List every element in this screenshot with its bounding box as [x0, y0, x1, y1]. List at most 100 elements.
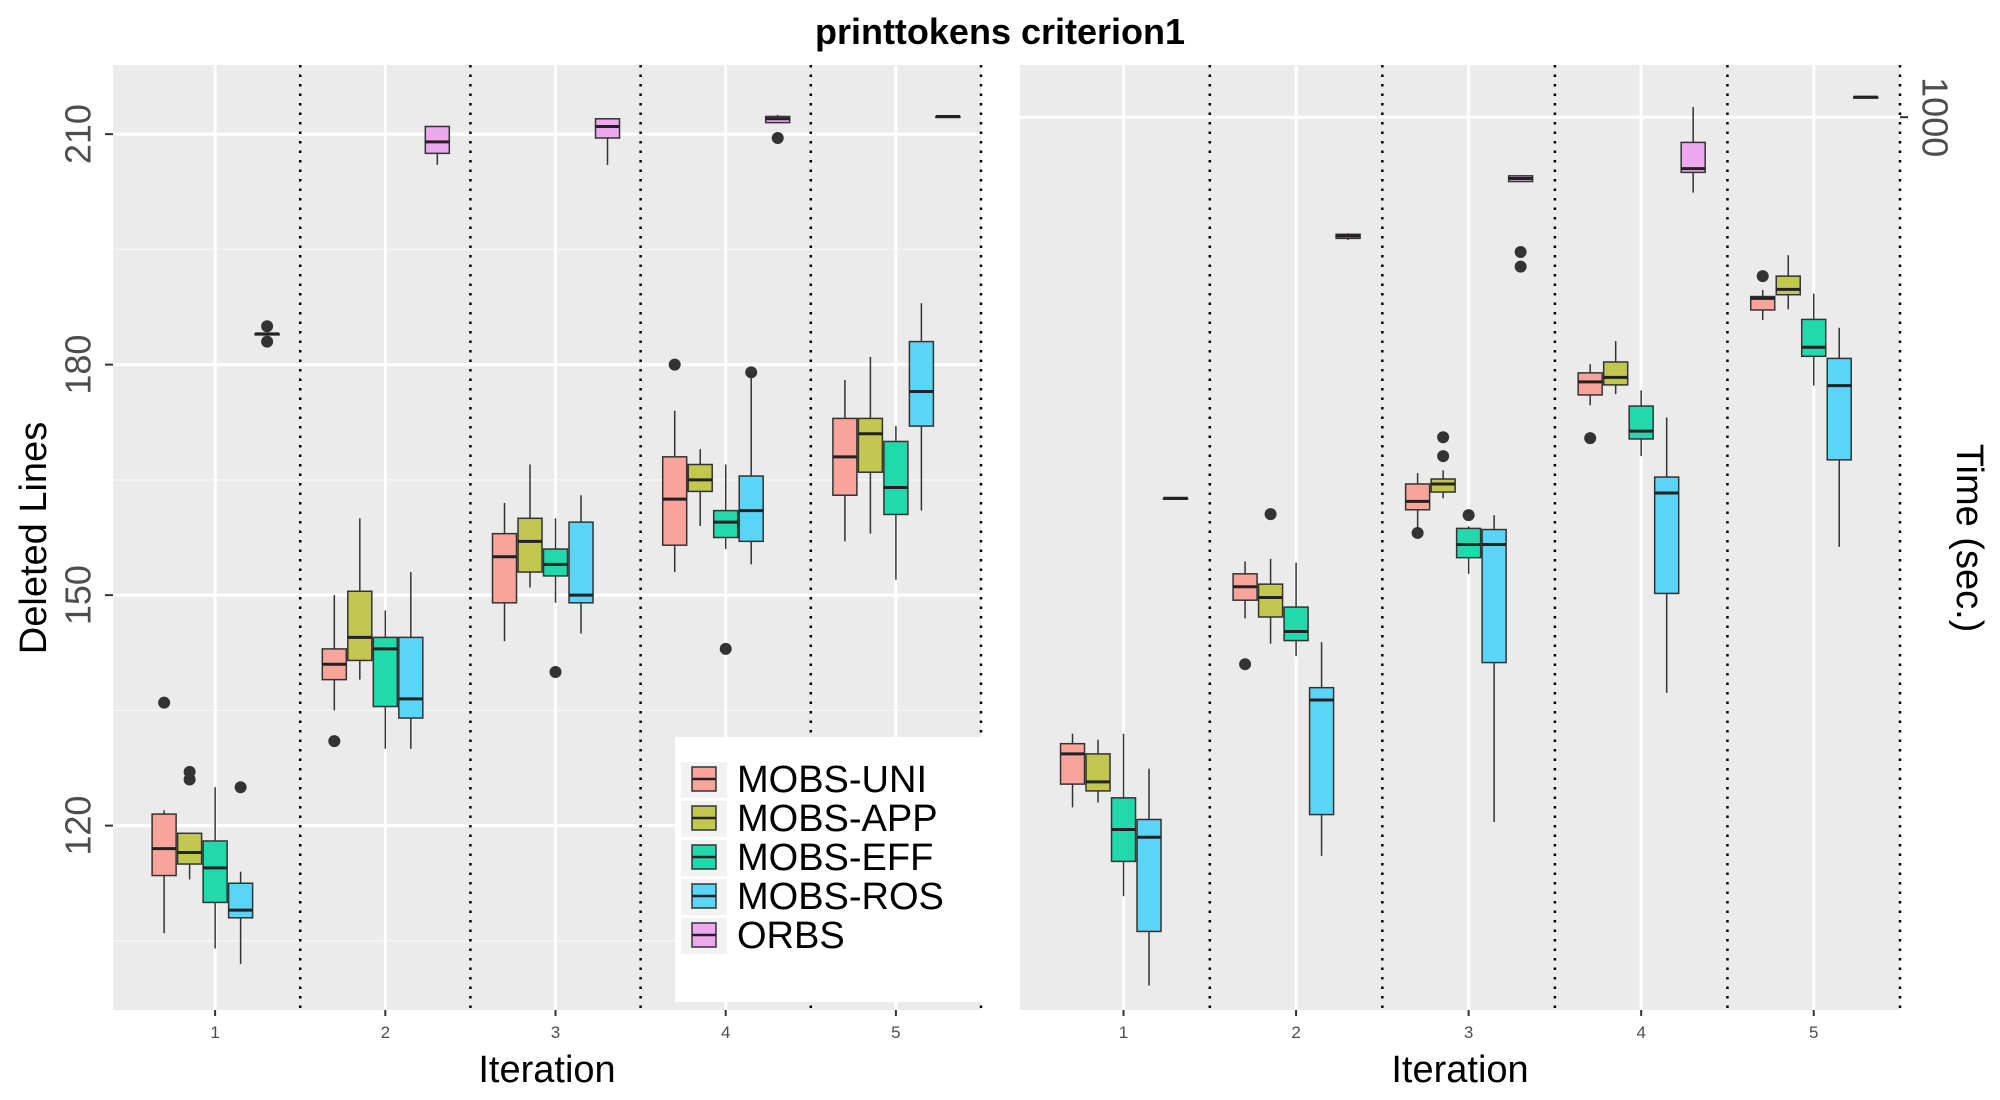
figure-title: printtokens criterion1 [815, 11, 1185, 52]
x-tick-label: 3 [551, 1023, 560, 1042]
box-mobs-ros [1653, 417, 1680, 693]
box-body [1800, 318, 1827, 358]
legend-label: ORBS [737, 915, 845, 957]
x-tick-label: 1 [1119, 1023, 1128, 1042]
box-mobs-ros [227, 781, 254, 964]
x-tick-label: 1 [210, 1023, 219, 1042]
box-orbs [1162, 496, 1189, 500]
box-orbs [254, 320, 280, 348]
box-orbs [594, 118, 621, 165]
box-mobs-ros [398, 572, 424, 749]
box-body [1602, 361, 1629, 386]
x-tick-label: 4 [721, 1023, 730, 1042]
box-orbs [935, 114, 961, 119]
box-body [347, 590, 373, 662]
x-tick-label: 5 [891, 1023, 900, 1042]
box-mobs-uni [832, 380, 858, 542]
outlier-point [1264, 508, 1277, 521]
outlier-point [549, 665, 562, 678]
box-mobs-eff [1800, 293, 1827, 386]
box-body [491, 532, 518, 604]
panel-deleted-lines: 120 150 180 210 1 2 3 4 5 Iteration Deleted Lin… [13, 65, 983, 1091]
outlier-point [261, 335, 274, 348]
box-mobs-app [1775, 255, 1801, 310]
outlier-point [1514, 260, 1527, 273]
box-mobs-eff [712, 464, 739, 655]
box-body [1826, 357, 1852, 461]
box-body [398, 636, 424, 719]
box-mobs-uni [1577, 364, 1603, 445]
box-body [176, 832, 203, 865]
panel-time: 1000 1 2 3 4 5 Iteration Time (sec.) [1020, 65, 1990, 1091]
box-mobs-uni [151, 696, 177, 934]
box-body [857, 417, 884, 473]
box-mobs-uni [1059, 733, 1086, 808]
box-body [883, 440, 909, 516]
box-body [1308, 686, 1335, 816]
box-body [568, 521, 594, 604]
box-mobs-ros [738, 366, 764, 565]
box-body [202, 840, 228, 904]
outlier-point [1437, 431, 1450, 444]
y-tick-label: 150 [58, 565, 99, 625]
box-mobs-app [1257, 508, 1284, 644]
box-body [517, 517, 543, 573]
box-body [738, 475, 764, 543]
box-body [1775, 275, 1801, 296]
box-body [1059, 742, 1086, 785]
outlier-point [234, 781, 247, 794]
y-tick-label: 180 [58, 335, 99, 395]
box-mobs-ros [1826, 327, 1852, 547]
box-mobs-app [1430, 431, 1456, 499]
box-mobs-app [1085, 739, 1111, 803]
box-orbs [1507, 174, 1534, 273]
y-tick-label: 120 [58, 796, 99, 856]
outlier-point [1411, 526, 1424, 539]
box-body [1404, 483, 1431, 511]
box-body [1257, 583, 1284, 618]
outlier-point [1756, 270, 1769, 283]
box-mobs-app [857, 356, 884, 534]
x-ticks-right: 1 2 3 4 5 [1119, 1010, 1818, 1042]
x-tick-label: 2 [381, 1023, 390, 1042]
y-ticks-left: 120 150 180 210 [58, 104, 113, 856]
box-mobs-uni [1749, 270, 1776, 321]
outlier-point [1239, 658, 1252, 671]
legend-label: MOBS-UNI [737, 759, 927, 801]
x-ticks-left: 1 2 3 4 5 [210, 1010, 901, 1042]
box-body [1481, 528, 1507, 664]
outlier-point [719, 642, 732, 655]
outlier-point [183, 765, 196, 778]
x-axis-title-right: Iteration [1391, 1049, 1528, 1091]
x-tick-label: 3 [1464, 1023, 1473, 1042]
box-orbs [424, 125, 451, 165]
legend-background [675, 737, 993, 1002]
box-mobs-ros [1308, 642, 1335, 856]
x-tick-label: 5 [1809, 1023, 1818, 1042]
box-mobs-eff [1110, 733, 1137, 897]
box-mobs-ros [568, 495, 594, 634]
box-body [1283, 606, 1309, 642]
box-mobs-app [347, 518, 373, 680]
box-mobs-eff [1628, 390, 1654, 457]
y-axis-title-left: Deleted Lines [13, 422, 55, 654]
box-mobs-eff [372, 610, 399, 749]
box-body [1749, 295, 1776, 311]
outlier-point [1437, 450, 1450, 463]
y-axis-title-right: Time (sec.) [1948, 444, 1990, 633]
box-mobs-uni [1404, 473, 1431, 539]
box-body [594, 118, 621, 139]
box-body [661, 456, 688, 546]
box-orbs [1680, 107, 1706, 193]
y-tick-label: 210 [58, 104, 99, 164]
outlier-point [261, 320, 274, 333]
outlier-point [668, 358, 681, 371]
box-mobs-uni [491, 502, 518, 642]
outlier-point [771, 131, 784, 144]
box-body [1430, 478, 1456, 493]
boxes-right [1059, 95, 1879, 986]
x-tick-label: 4 [1636, 1023, 1645, 1042]
box-body [542, 548, 569, 577]
box-body [1628, 405, 1654, 440]
box-body [908, 340, 935, 427]
